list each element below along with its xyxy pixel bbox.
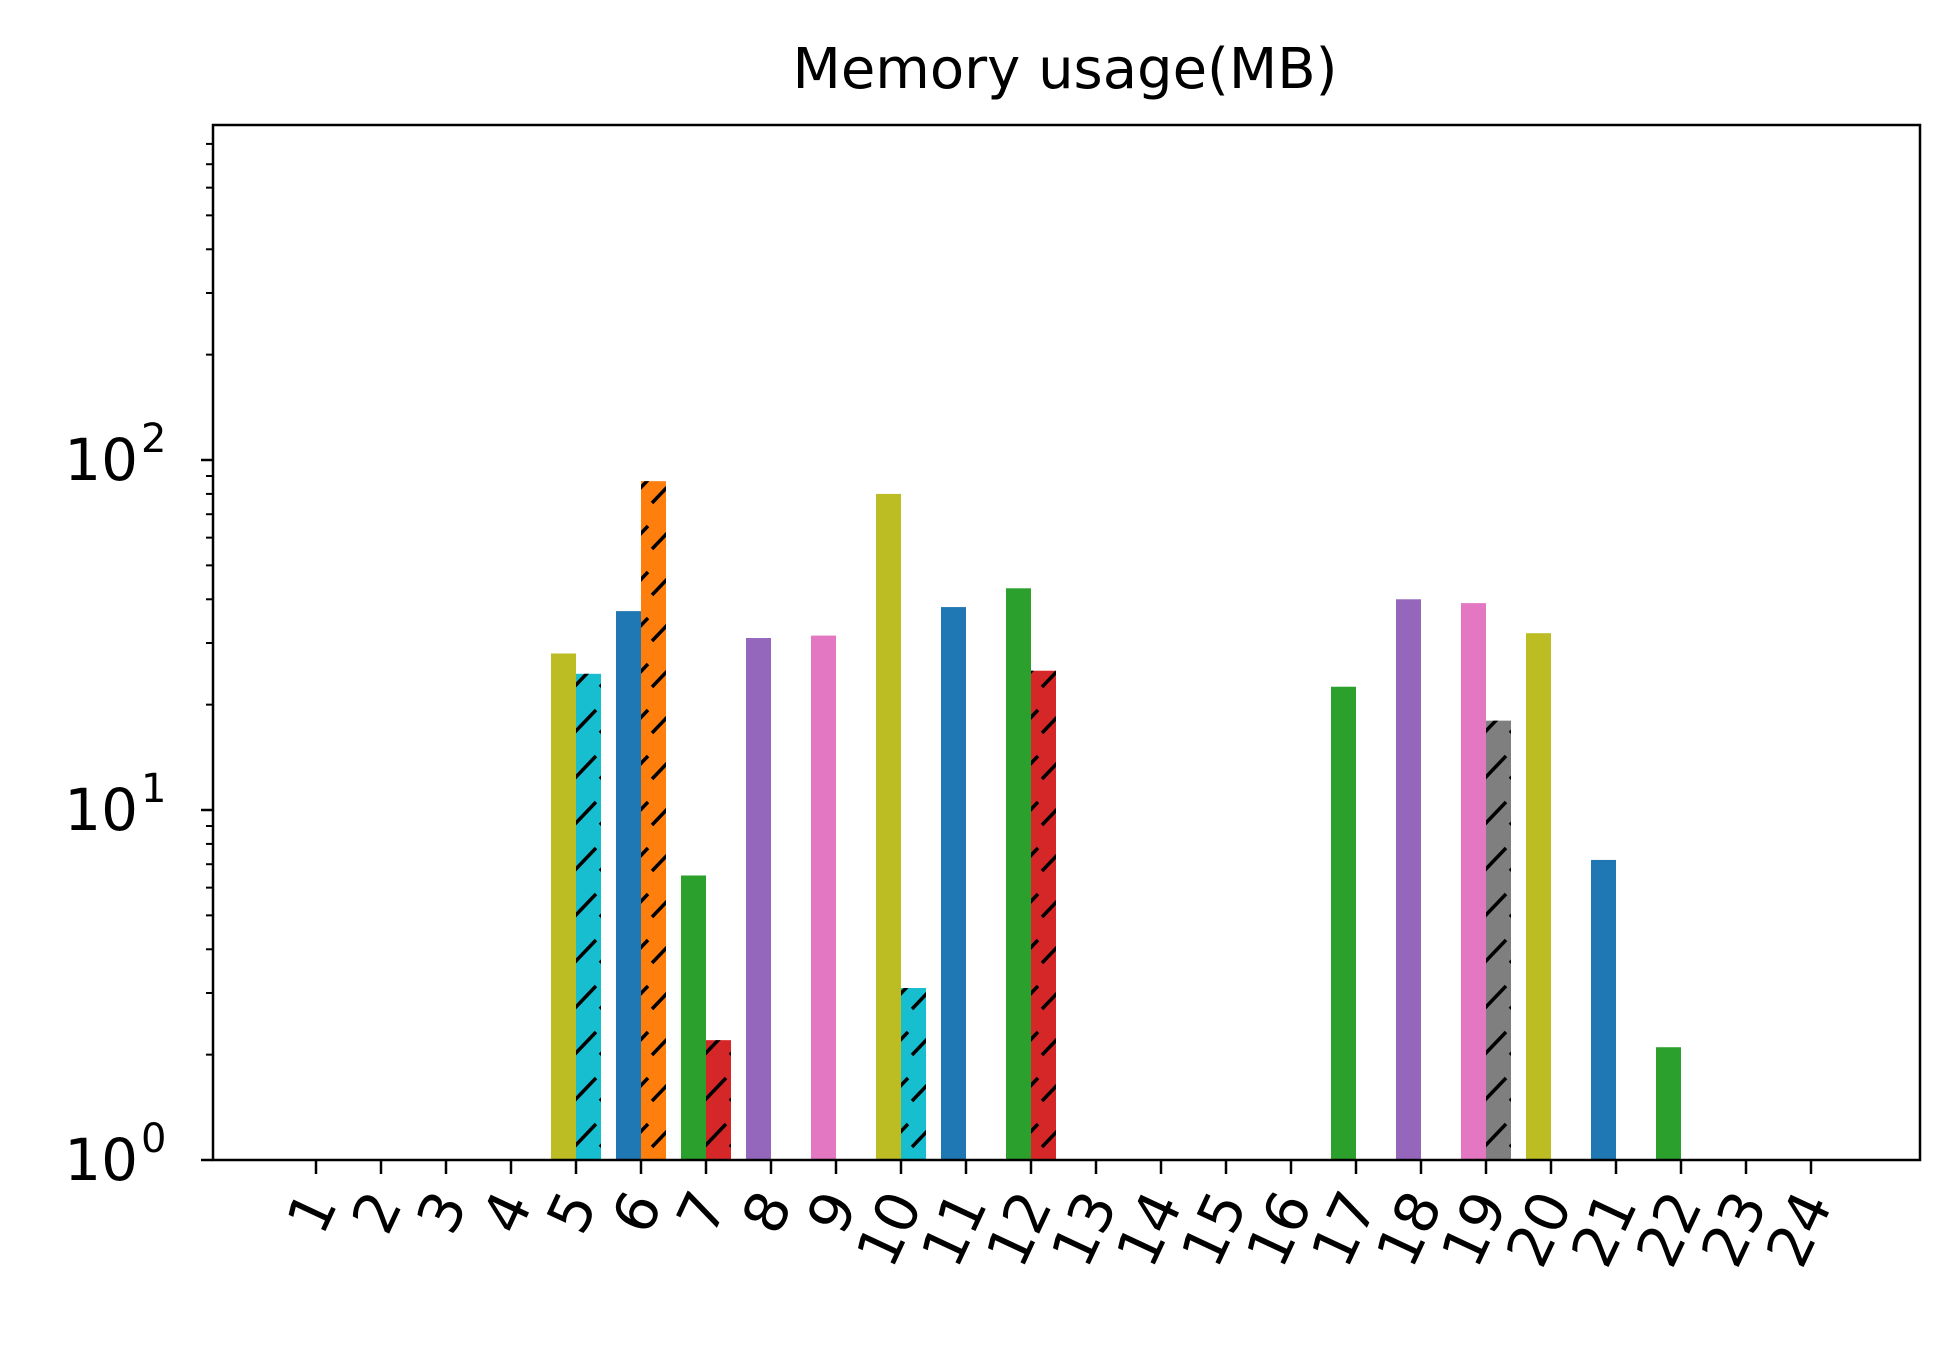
y-tick-exponent: 0: [141, 1116, 166, 1162]
bar-8-left: [746, 638, 771, 1160]
bars-group: [551, 481, 1681, 1160]
plot-frame: [211, 123, 1922, 1162]
bar-5-left: [551, 653, 576, 1160]
y-tick-label: 10: [64, 1126, 138, 1194]
bar-hatch-6-right: [641, 481, 666, 1160]
chart-title: Memory usage(MB): [793, 37, 1338, 102]
bar-hatch-5-right: [576, 673, 601, 1160]
bar-hatch-19-right: [1486, 720, 1511, 1160]
y-tick-label: 10: [64, 776, 138, 844]
bar-10-left: [876, 493, 901, 1160]
bar-21-left: [1591, 859, 1616, 1160]
y-tick-label: 10: [64, 426, 138, 494]
bar-22-left: [1656, 1047, 1681, 1160]
bar-6-left: [616, 611, 641, 1160]
bar-7-left: [681, 875, 706, 1160]
y-tick-exponent: 2: [141, 416, 166, 462]
bar-hatch-7-right: [706, 1040, 731, 1160]
bar-19-left: [1461, 603, 1486, 1160]
bar-18-left: [1396, 599, 1421, 1160]
bar-9-left: [811, 635, 836, 1160]
bar-17-left: [1331, 686, 1356, 1160]
bar-11-left: [941, 607, 966, 1160]
y-tick-exponent: 1: [141, 766, 166, 812]
x-tick-label: 24: [1753, 1181, 1846, 1277]
bar-12-left: [1006, 588, 1031, 1160]
bar-20-left: [1526, 633, 1551, 1160]
bar-hatch-10-right: [901, 988, 926, 1160]
bar-hatch-12-right: [1031, 670, 1056, 1160]
